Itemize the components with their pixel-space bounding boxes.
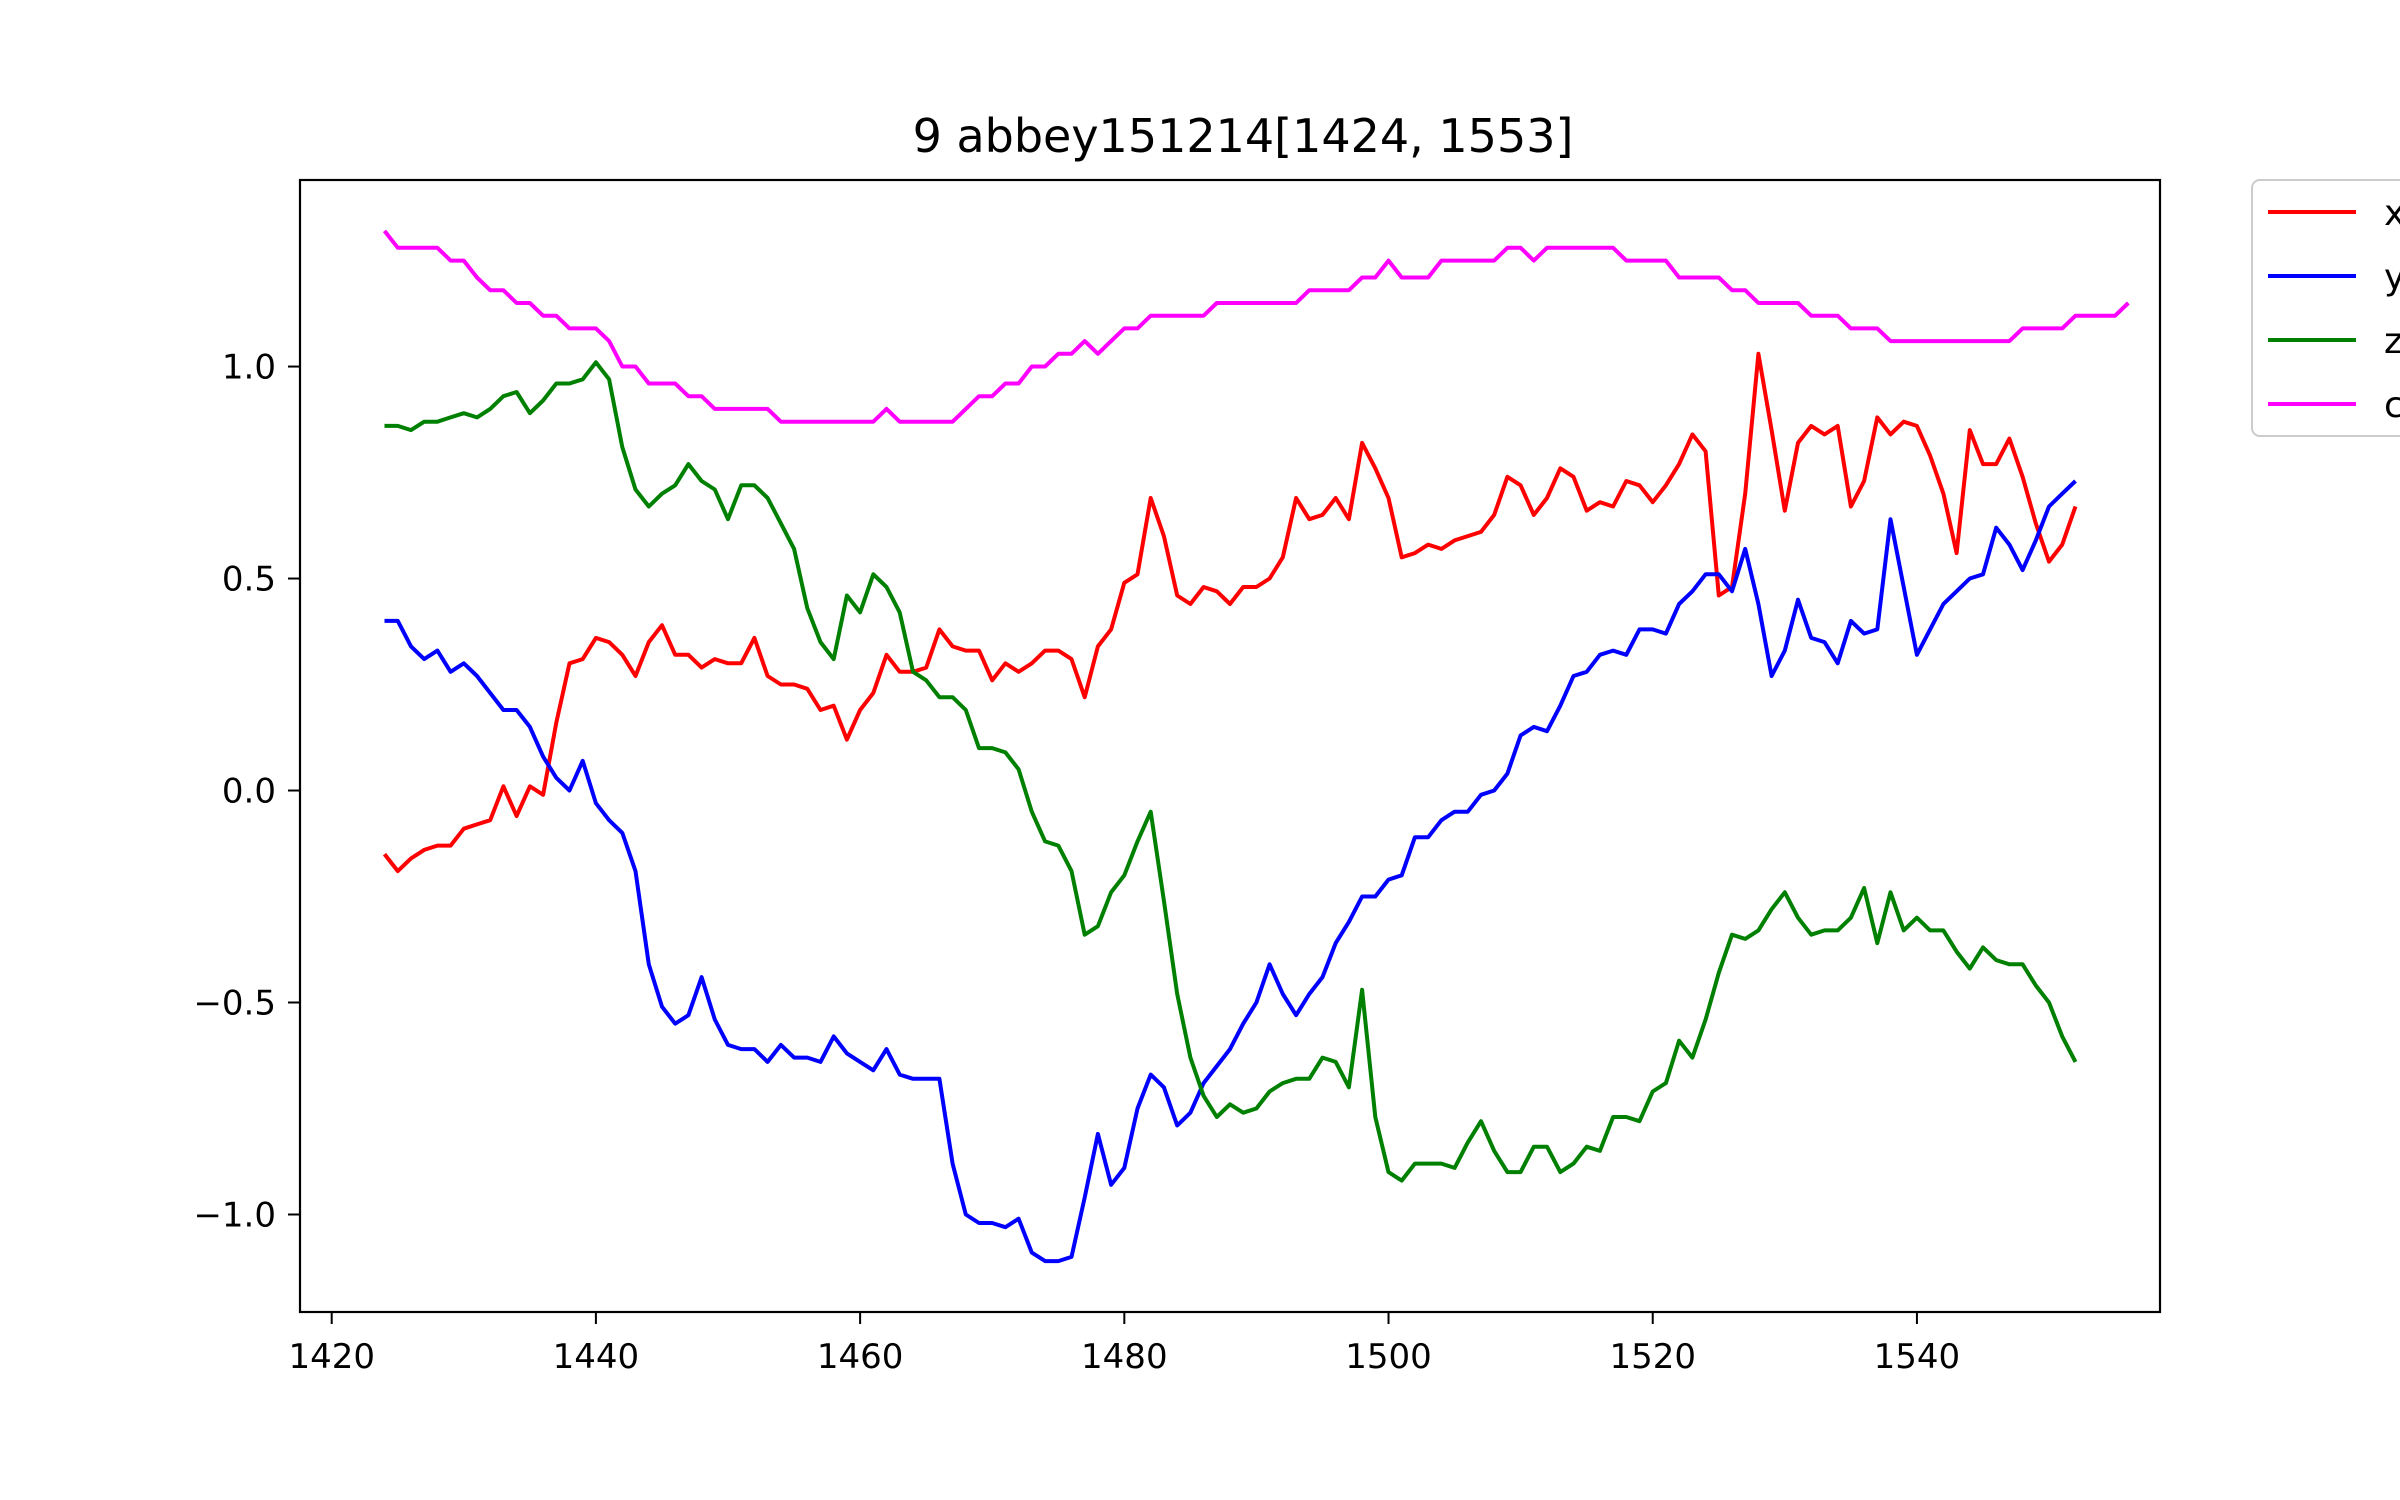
legend-label-z: z bbox=[2384, 321, 2400, 362]
chart-title: 9 abbey151214[1424, 1553] bbox=[913, 109, 1574, 163]
y-tick-label: 0.5 bbox=[222, 560, 276, 600]
legend-box bbox=[2251, 179, 2400, 437]
x-tick-label: 1540 bbox=[1874, 1337, 1961, 1377]
x-tick-label: 1460 bbox=[817, 1337, 904, 1377]
y-tick-label: 1.0 bbox=[222, 348, 276, 388]
legend-label-c: c bbox=[2384, 385, 2400, 426]
series-line-z bbox=[384, 360, 2078, 1183]
series-line-x bbox=[382, 351, 2078, 874]
series-layer bbox=[382, 229, 2130, 1264]
legend-label-x: x bbox=[2384, 193, 2400, 234]
x-tick-label: 1480 bbox=[1081, 1337, 1168, 1377]
x-tick-label: 1500 bbox=[1345, 1337, 1432, 1377]
y-axis: −1.0 −0.5 0.0 0.5 1.0 bbox=[193, 348, 300, 1235]
x-tick-label: 1440 bbox=[553, 1337, 640, 1377]
y-tick-label: 0.0 bbox=[222, 772, 276, 812]
x-tick-label: 1520 bbox=[1609, 1337, 1696, 1377]
x-tick-label: 1420 bbox=[288, 1337, 375, 1377]
legend-label-y: y bbox=[2384, 257, 2400, 298]
y-tick-label: −1.0 bbox=[193, 1195, 276, 1235]
series-line-c bbox=[382, 229, 2130, 424]
x-axis: 1420 1440 1460 1480 1500 1520 1540 bbox=[288, 1312, 1960, 1377]
series-line-y bbox=[384, 479, 2077, 1264]
plot-frame bbox=[298, 178, 2162, 1314]
y-tick-label: −0.5 bbox=[193, 984, 276, 1024]
